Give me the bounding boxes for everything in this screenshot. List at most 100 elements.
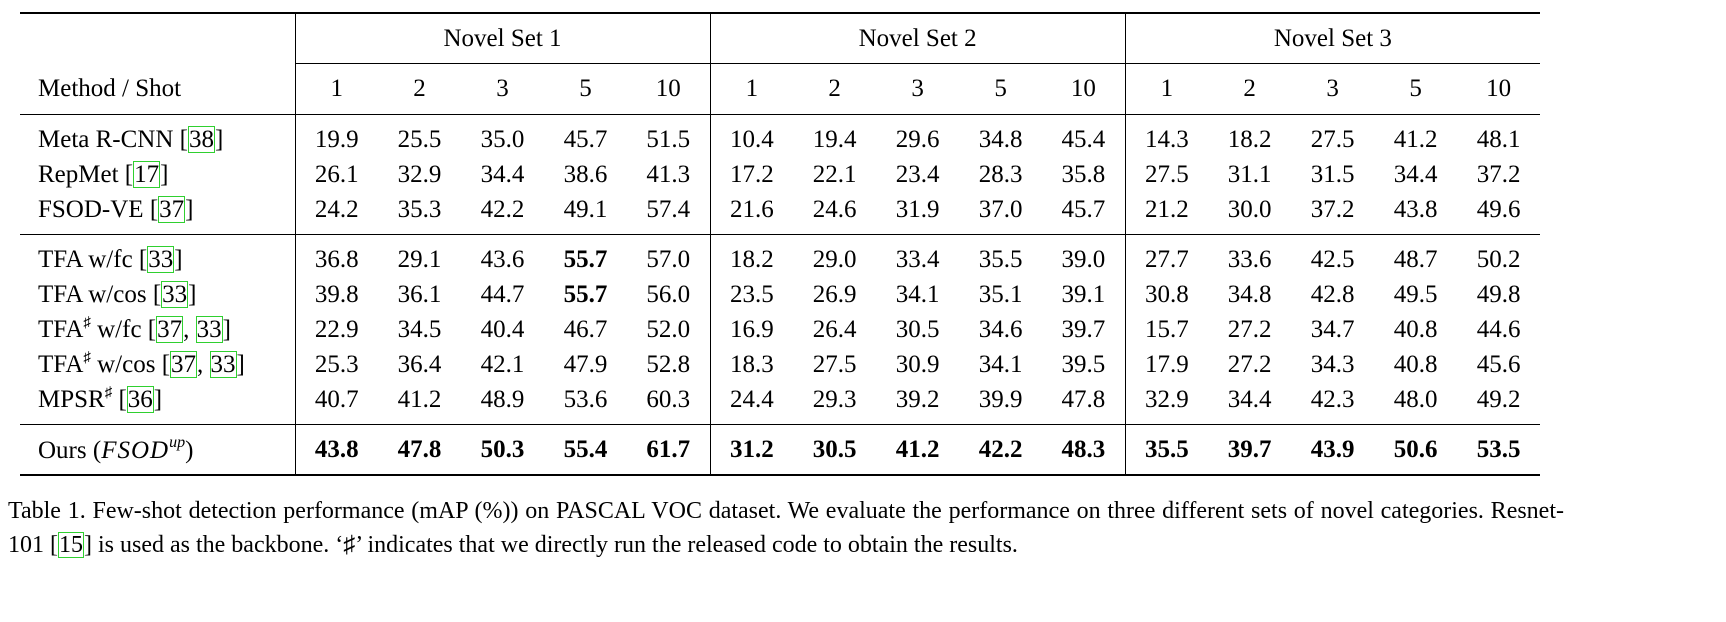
- method-cell: Meta R-CNN [38]: [20, 114, 295, 157]
- value-cell: 49.8: [1476, 280, 1521, 308]
- value-cell: 56.0: [646, 280, 691, 308]
- value-cell: 34.1: [895, 280, 940, 308]
- shot-header: 5: [1409, 75, 1422, 102]
- value-cell: 41.2: [1374, 114, 1458, 157]
- shot-header: 10: [1486, 75, 1512, 102]
- text-segment: ,: [197, 351, 210, 378]
- value-cell: 45.7: [1061, 195, 1106, 223]
- value-cell: 45.6: [1476, 350, 1521, 378]
- value-cell: 40.4: [480, 315, 525, 343]
- shot-header: 10: [655, 75, 681, 102]
- shot-header: 3: [911, 75, 924, 102]
- value-cell: 36.1: [397, 280, 442, 308]
- group-header: Novel Set 2: [709, 12, 1126, 64]
- value-cell: 45.7: [544, 114, 627, 157]
- value-cell: 26.1: [294, 157, 378, 192]
- shot-header: 2: [413, 75, 426, 102]
- value-cell: 31.5: [1310, 160, 1355, 188]
- value-cell: 47.8: [378, 424, 461, 476]
- citation[interactable]: 15: [58, 532, 84, 558]
- text-segment: MPSR: [38, 386, 105, 413]
- method-cell: RepMet [17]: [20, 157, 295, 192]
- method-cell: TFA♯ w/fc [37, 33]: [20, 312, 295, 347]
- value-cell: 34.4: [1393, 160, 1438, 188]
- shot-header: 1: [294, 63, 378, 115]
- value-cell: 44.7: [480, 280, 525, 308]
- value-cell: 41.2: [876, 424, 960, 476]
- value-cell: 55.7: [563, 280, 608, 308]
- value-cell: 33.6: [1208, 234, 1292, 277]
- value-cell: 34.8: [1227, 280, 1272, 308]
- value-cell: 31.1: [1227, 160, 1272, 188]
- value-cell: 31.9: [895, 195, 940, 223]
- text-segment: ♯: [83, 350, 91, 366]
- value-cell: 27.2: [1227, 315, 1272, 343]
- citation[interactable]: 33: [195, 316, 223, 343]
- value-cell: 48.9: [480, 385, 525, 413]
- table-row: TFA♯ w/cos [37, 33] 25.3 36.4 42.1 47.9 52.8 1…: [20, 347, 1540, 382]
- text-segment: Table 1. Few-shot detection performance …: [8, 498, 1564, 558]
- value-cell: 39.7: [1208, 424, 1292, 476]
- value-cell: 38.6: [563, 160, 608, 188]
- citation[interactable]: 36: [126, 386, 154, 413]
- citation[interactable]: 38: [187, 125, 215, 153]
- value-cell: 39.7: [1061, 315, 1106, 343]
- value-cell: 17.2: [709, 157, 794, 192]
- value-cell: 34.5: [397, 315, 442, 343]
- citation[interactable]: 33: [161, 280, 189, 308]
- value-cell: 39.2: [895, 385, 940, 413]
- value-cell: 24.6: [812, 195, 857, 223]
- value-cell: 49.1: [563, 195, 608, 223]
- value-cell: 57.4: [646, 195, 691, 223]
- shot-header: 5: [579, 75, 592, 102]
- value-cell: 61.7: [627, 424, 711, 476]
- value-cell: 18.2: [1208, 114, 1292, 157]
- text-segment: TFA: [38, 351, 84, 378]
- value-cell: 14.3: [1124, 114, 1209, 157]
- value-cell: 19.4: [793, 114, 877, 157]
- citation[interactable]: 33: [147, 245, 175, 273]
- citation[interactable]: 37: [158, 195, 186, 223]
- value-cell: 23.5: [709, 277, 794, 312]
- value-cell: 35.3: [397, 195, 442, 223]
- text-segment: FSOD: [101, 437, 170, 464]
- value-cell: 36.4: [397, 350, 442, 378]
- text-segment: TFA w/cos [: [38, 280, 162, 308]
- citation[interactable]: 17: [133, 160, 161, 188]
- group-header-row: Novel Set 1 Novel Set 2 Novel Set 3: [20, 12, 1541, 64]
- text-segment: ]: [153, 386, 163, 413]
- value-cell: 27.7: [1124, 234, 1209, 277]
- value-cell: 43.8: [294, 424, 378, 476]
- citation[interactable]: 37: [170, 351, 198, 378]
- method-cell: TFA w/fc [33]: [20, 234, 295, 277]
- citation[interactable]: 33: [209, 351, 237, 378]
- value-cell: 50.2: [1457, 234, 1541, 277]
- value-cell: 44.6: [1476, 315, 1521, 343]
- value-cell: 30.8: [1124, 277, 1209, 312]
- table-row: Meta R-CNN [38] 19.9 25.5 35.0 45.7 51.5 10.4 1…: [20, 114, 1541, 157]
- value-cell: 27.5: [812, 350, 857, 378]
- value-cell: 29.3: [812, 385, 857, 413]
- value-cell: 57.0: [627, 234, 711, 277]
- value-cell: 45.4: [1042, 114, 1126, 157]
- value-cell: 49.2: [1476, 385, 1521, 413]
- citation[interactable]: 37: [156, 316, 184, 343]
- value-cell: 53.6: [563, 385, 608, 413]
- table-row: FSOD-VE [37] 24.2 35.3 42.2 49.1 57.4 21.6 24.6…: [20, 192, 1540, 235]
- value-cell: 32.9: [397, 160, 442, 188]
- value-cell: 37.2: [1476, 160, 1521, 188]
- value-cell: 19.9: [294, 114, 378, 157]
- value-cell: 24.4: [709, 382, 794, 425]
- value-cell: 35.1: [978, 280, 1023, 308]
- value-cell: 39.8: [294, 277, 378, 312]
- text-segment: Ours (: [38, 437, 102, 464]
- value-cell: 53.5: [1457, 424, 1541, 476]
- text-segment: ] is used as the backbone. ‘♯’ indicates…: [84, 532, 1018, 558]
- value-cell: 43.9: [1291, 424, 1375, 476]
- text-segment: ]: [185, 195, 194, 223]
- value-cell: 47.8: [1061, 385, 1106, 413]
- text-segment: ]: [160, 160, 169, 188]
- value-cell: 28.3: [978, 160, 1023, 188]
- table-row: TFA w/cos [33] 39.8 36.1 44.7 55.7 56.0 23.5 26…: [20, 277, 1540, 312]
- value-cell: 35.5: [959, 234, 1043, 277]
